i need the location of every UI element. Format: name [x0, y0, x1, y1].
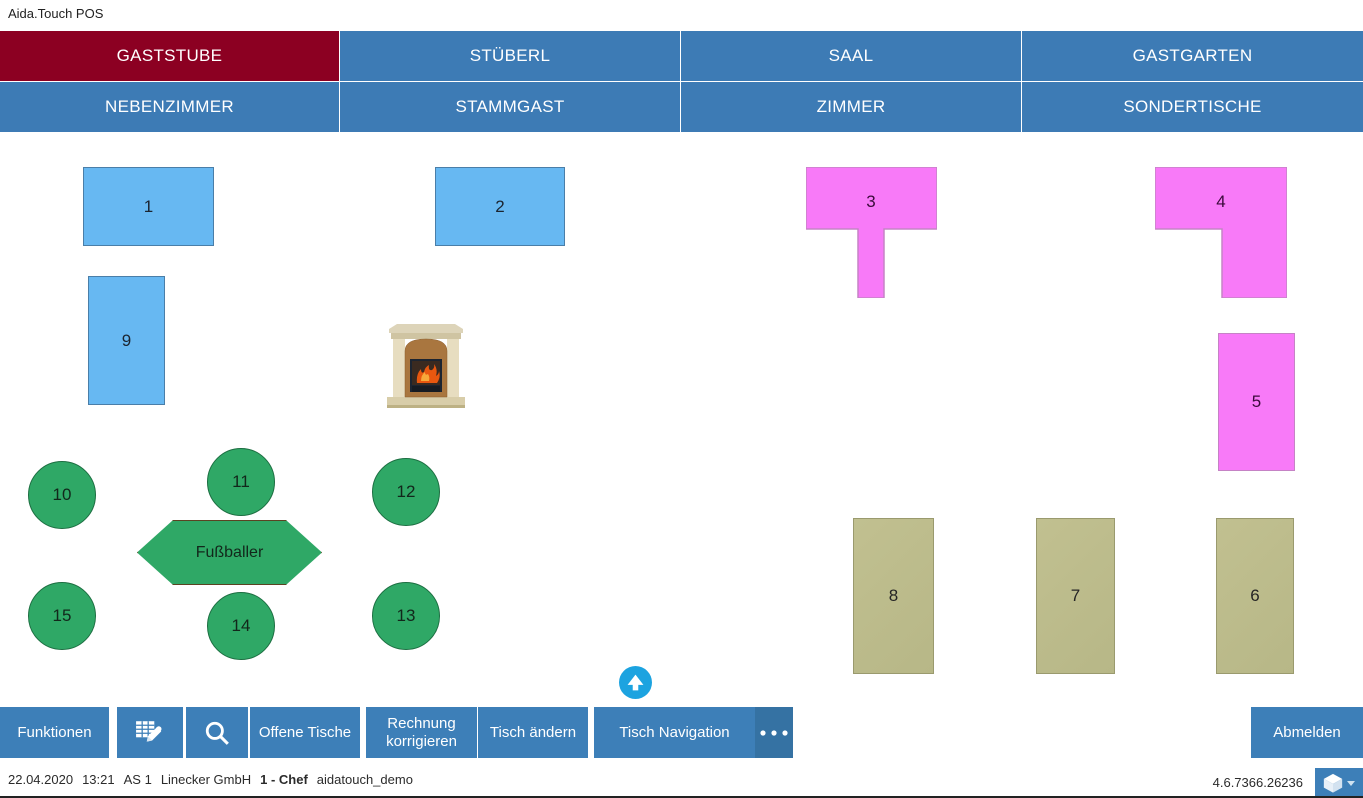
svg-text:4: 4	[1216, 192, 1225, 211]
svg-text:3: 3	[866, 192, 875, 211]
